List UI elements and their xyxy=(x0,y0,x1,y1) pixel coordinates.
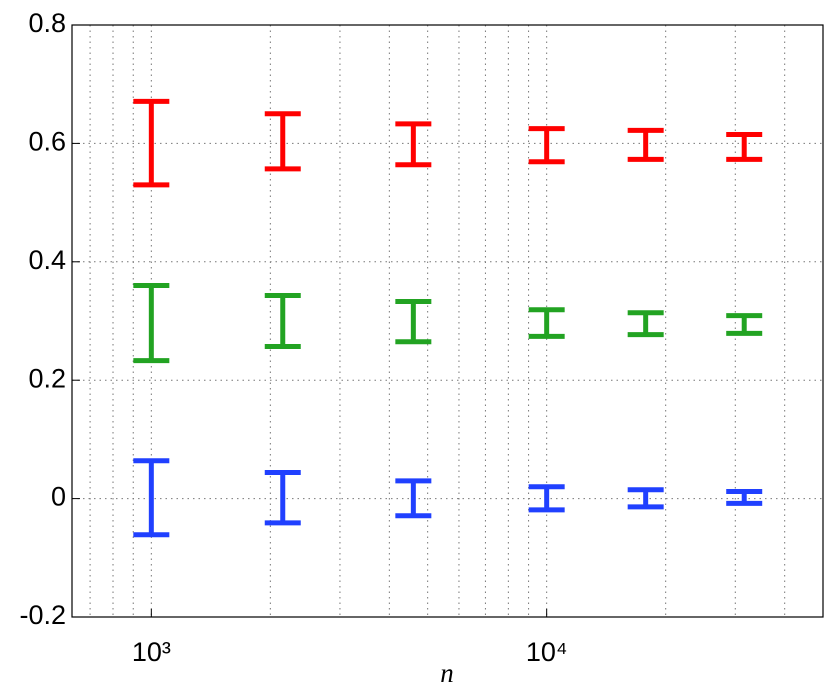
x-tick-label: 10⁴ xyxy=(526,637,568,667)
plot-frame xyxy=(71,24,824,618)
y-tick-label: -0.2 xyxy=(19,600,66,630)
x-axis-label: n xyxy=(440,658,454,688)
y-tick-label: 0.8 xyxy=(28,8,66,38)
y-tick-label: 0.4 xyxy=(28,245,66,275)
y-tick-label: 0.2 xyxy=(28,363,66,393)
y-tick-label: 0.6 xyxy=(28,127,66,157)
x-tick-label: 10³ xyxy=(132,637,171,667)
y-tick-label: 0 xyxy=(51,482,66,512)
